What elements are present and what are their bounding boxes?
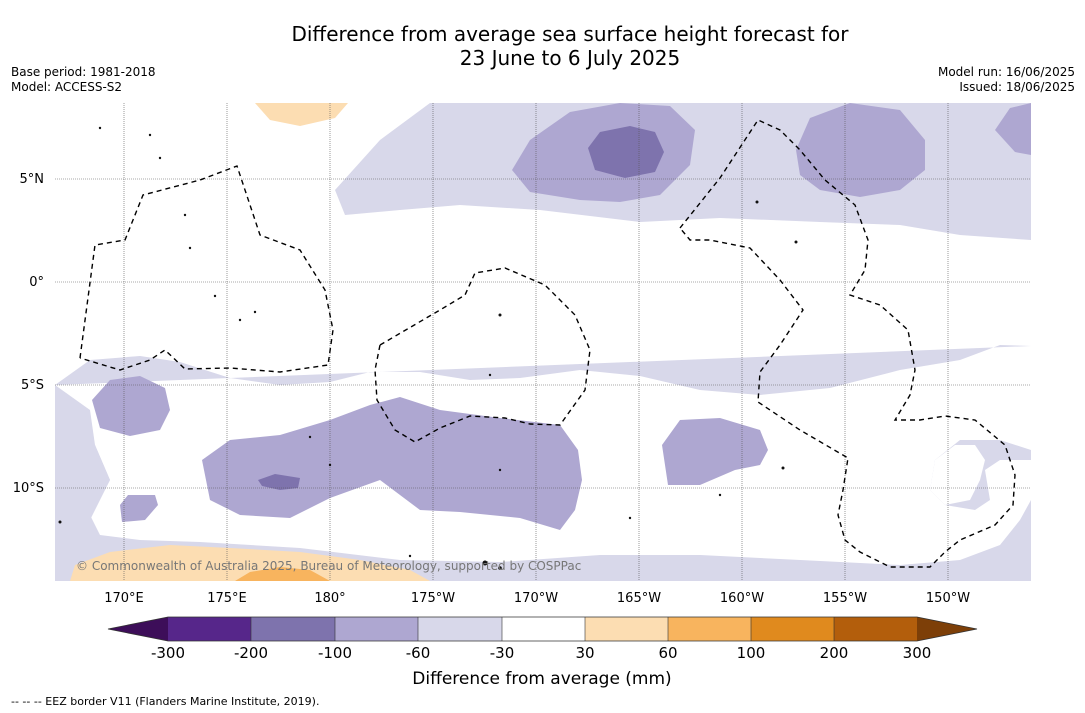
base-period: Base period: 1981-2018 bbox=[11, 65, 156, 79]
eez-border-central bbox=[374, 267, 591, 443]
colorbar-bin bbox=[834, 617, 917, 641]
issued-date: Issued: 18/06/2025 bbox=[959, 80, 1075, 94]
eez-borders bbox=[79, 119, 1016, 568]
colorbar-tick: 30 bbox=[575, 644, 594, 662]
lat-label: 0° bbox=[29, 275, 44, 290]
island bbox=[58, 520, 62, 524]
island bbox=[158, 156, 162, 160]
island bbox=[755, 200, 759, 204]
anomaly-region-dark-2 bbox=[258, 474, 300, 490]
colorbar-bin bbox=[668, 617, 751, 641]
lon-label: 155°W bbox=[823, 591, 867, 606]
model-name: Model: ACCESS-S2 bbox=[11, 80, 123, 94]
eez-border-west bbox=[79, 165, 334, 373]
colorbar: -300 -200 -100 -60 -30 30 60 100 200 300… bbox=[107, 616, 978, 689]
anomaly-region-light-south-2 bbox=[55, 385, 110, 545]
map-title-line-1: Difference from average sea surface heig… bbox=[291, 22, 849, 46]
island bbox=[781, 466, 785, 470]
eez-border-east bbox=[679, 119, 1016, 568]
island bbox=[148, 133, 152, 137]
island bbox=[794, 240, 798, 244]
island bbox=[328, 463, 332, 467]
lon-label: 150°W bbox=[926, 591, 970, 606]
island bbox=[718, 493, 722, 497]
lat-label: 5°N bbox=[20, 172, 45, 187]
longitude-labels: 170°E 175°E 180° 175°W 170°W 165°W 160°W… bbox=[104, 591, 970, 606]
island bbox=[253, 310, 257, 314]
lon-label: 175°W bbox=[411, 591, 455, 606]
island bbox=[238, 318, 242, 322]
island bbox=[213, 294, 217, 298]
anomaly-region-positive-south bbox=[70, 545, 430, 581]
island bbox=[308, 435, 312, 439]
anomaly-region-medium-5 bbox=[202, 397, 582, 530]
colorbar-outline bbox=[107, 616, 978, 642]
islands bbox=[58, 126, 798, 570]
island bbox=[188, 246, 192, 250]
anomaly-region-medium-2 bbox=[796, 103, 925, 197]
colorbar-bin bbox=[585, 617, 668, 641]
model-run-date: Model run: 16/06/2025 bbox=[937, 65, 1075, 79]
colorbar-dividers bbox=[250, 617, 835, 641]
anomaly-region-dark-1 bbox=[588, 126, 664, 178]
anomaly-field bbox=[55, 103, 1031, 581]
anomaly-region-positive-north bbox=[255, 103, 348, 126]
lat-label: 5°S bbox=[21, 378, 44, 393]
map-title-line-2: 23 June to 6 July 2025 bbox=[459, 46, 681, 70]
lon-label: 165°W bbox=[617, 591, 661, 606]
colorbar-title: Difference from average (mm) bbox=[412, 669, 671, 689]
island bbox=[488, 373, 492, 377]
anomaly-region-medium-3 bbox=[995, 103, 1031, 155]
anomaly-region-medium-6 bbox=[662, 418, 768, 485]
colorbar-tick: -60 bbox=[406, 644, 431, 662]
colorbar-tick: 60 bbox=[658, 644, 677, 662]
anomaly-region-medium-7 bbox=[120, 495, 158, 522]
lon-label: 170°E bbox=[104, 591, 144, 606]
colorbar-bin bbox=[335, 617, 418, 641]
island bbox=[482, 560, 488, 566]
anomaly-region-positive-south-strong bbox=[235, 567, 330, 581]
lat-label: 10°S bbox=[13, 481, 44, 496]
lon-label: 160°W bbox=[720, 591, 764, 606]
colorbar-tick: -30 bbox=[490, 644, 515, 662]
colorbar-bin bbox=[168, 617, 251, 641]
colorbar-extend-high bbox=[917, 617, 977, 641]
island bbox=[498, 313, 502, 317]
colorbar-extend-low bbox=[108, 617, 168, 641]
lon-label: 170°W bbox=[514, 591, 558, 606]
lon-label: 175°E bbox=[207, 591, 247, 606]
colorbar-bin bbox=[418, 617, 502, 641]
colorbar-bin bbox=[502, 617, 585, 641]
graticule bbox=[55, 103, 1031, 581]
colorbar-tick: 100 bbox=[737, 644, 766, 662]
colorbar-tick: 300 bbox=[903, 644, 932, 662]
colorbar-tick: -100 bbox=[318, 644, 352, 662]
model-info: Base period: 1981-2018 Model: ACCESS-S2 bbox=[11, 65, 156, 95]
anomaly-gap-southeast bbox=[930, 445, 985, 505]
island bbox=[628, 516, 632, 520]
anomaly-region-medium-4 bbox=[92, 376, 170, 436]
colorbar-tick: 200 bbox=[820, 644, 849, 662]
lon-label: 180° bbox=[314, 591, 345, 606]
colorbar-bin bbox=[751, 617, 834, 641]
eez-legend-note: -- -- -- EEZ border V11 (Flanders Marine… bbox=[11, 695, 320, 708]
map-title: Difference from average sea surface heig… bbox=[0, 22, 1085, 70]
island bbox=[98, 126, 102, 130]
colorbar-tick: -200 bbox=[234, 644, 268, 662]
colorbar-tick-labels: -300 -200 -100 -60 -30 30 60 100 200 300 bbox=[151, 644, 931, 662]
copyright-notice: © Commonwealth of Australia 2025, Bureau… bbox=[76, 559, 581, 573]
latitude-labels: 5°N 0° 5°S 10°S bbox=[13, 172, 44, 496]
island bbox=[408, 554, 412, 558]
run-info: Model run: 16/06/2025 Issued: 18/06/2025 bbox=[938, 65, 1075, 95]
colorbar-bin bbox=[251, 617, 335, 641]
island bbox=[183, 213, 187, 217]
island bbox=[498, 566, 502, 570]
colorbar-tick: -300 bbox=[151, 644, 185, 662]
island bbox=[498, 468, 502, 472]
